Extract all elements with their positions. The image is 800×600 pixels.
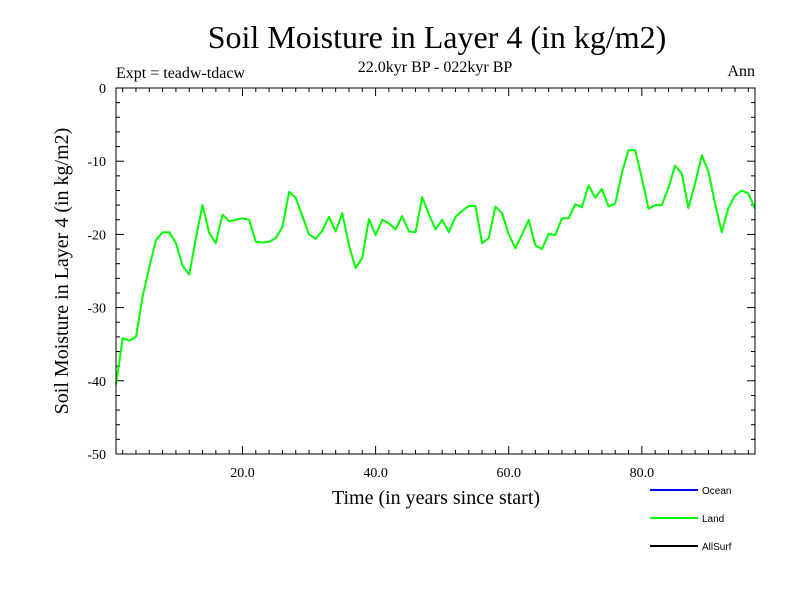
x-tick-label: 60.0 — [496, 466, 521, 481]
y-tick-label: -10 — [87, 155, 106, 170]
axis-ticks — [116, 87, 755, 455]
y-tick-label: -40 — [87, 375, 106, 390]
axis-tick-labels: 0 -10 -20 -30 -40 -50 20.0 40.0 60.0 80.0 — [87, 82, 654, 481]
experiment-label: Expt = teadw-tdacw — [116, 65, 245, 82]
x-tick-label: 20.0 — [230, 466, 255, 481]
chart-title: Soil Moisture in Layer 4 (in kg/m2) — [208, 19, 667, 55]
y-tick-label: -20 — [87, 228, 106, 243]
legend: Ocean Land AllSurf — [650, 486, 732, 553]
series-line-land — [115, 149, 756, 385]
chart-subtitle: 22.0kyr BP - 022kyr BP — [358, 59, 513, 76]
x-axis-label: Time (in years since start) — [332, 487, 540, 509]
y-axis-label: Soil Moisture in Layer 4 (in kg/m2) — [51, 128, 73, 415]
y-tick-label: -50 — [87, 448, 106, 463]
plot-frame — [115, 87, 756, 455]
x-tick-label: 80.0 — [630, 466, 655, 481]
y-tick-label: 0 — [99, 82, 106, 97]
x-tick-label: 40.0 — [363, 466, 388, 481]
season-label: Ann — [727, 63, 755, 80]
legend-label-ocean: Ocean — [702, 486, 731, 497]
legend-label-land: Land — [702, 514, 724, 525]
data-series — [115, 149, 756, 385]
y-tick-label: -30 — [87, 302, 106, 317]
legend-label-allsurf: AllSurf — [702, 542, 732, 553]
